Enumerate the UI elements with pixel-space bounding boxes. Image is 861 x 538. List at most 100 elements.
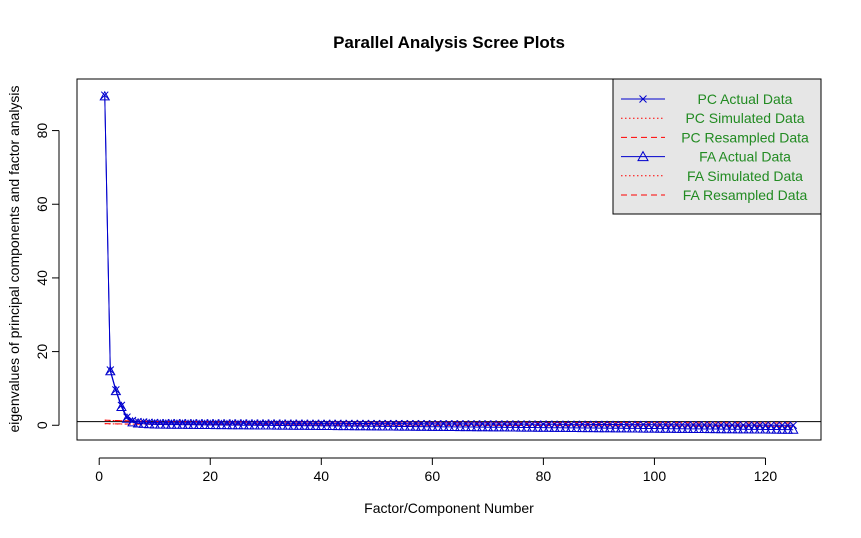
- fa-actual-point: [588, 422, 599, 433]
- fa-actual-point: [671, 423, 682, 433]
- fa-actual-point: [254, 419, 266, 430]
- fa-actual-point: [421, 421, 433, 431]
- fa-actual-point: [499, 421, 510, 432]
- fa-actual-point: [327, 420, 338, 431]
- fa-actual-point: [160, 419, 172, 429]
- fa-actual-point: [249, 419, 261, 430]
- fa-actual-point: [743, 423, 755, 434]
- fa-actual-point: [310, 420, 322, 430]
- fa-actual-point: [260, 419, 272, 430]
- data-marks: [99, 90, 799, 434]
- fa-actual-point: [265, 419, 277, 430]
- legend: PC Actual Data PC Simulated Data PC Resamp…: [612, 78, 822, 215]
- x-axis-label: Factor/Component Number: [364, 500, 534, 516]
- fa-actual-point: [538, 422, 549, 432]
- fa-actual-point: [649, 423, 660, 433]
- fa-actual-point: [227, 419, 238, 430]
- legend-label-5: FA Resampled Data: [683, 187, 808, 203]
- fa-actual-point: [221, 419, 233, 430]
- fa-actual-point: [654, 423, 666, 433]
- fa-actual-point: [521, 421, 533, 432]
- fa-actual-point: [449, 421, 460, 432]
- fa-actual-point: [177, 419, 188, 429]
- fa-actual-point: [238, 419, 249, 430]
- fa-actual-point: [604, 422, 616, 433]
- fa-actual-point: [699, 423, 710, 434]
- fa-actual-point: [665, 423, 677, 433]
- fa-actual-point: [599, 422, 610, 433]
- fa-actual-point: [676, 423, 688, 433]
- fa-actual-point: [637, 422, 649, 433]
- fa-actual-point: [282, 420, 294, 430]
- fa-actual-point: [116, 401, 127, 411]
- y-tick-label: 40: [34, 270, 50, 286]
- fa-actual-point: [787, 424, 799, 434]
- fa-actual-point: [721, 423, 732, 434]
- fa-actual-point: [526, 422, 538, 432]
- fa-actual-point: [193, 419, 205, 429]
- fa-actual-point: [371, 420, 383, 431]
- fa-actual-point: [271, 419, 283, 430]
- fa-actual-point: [332, 420, 344, 431]
- fa-actual-point: [426, 421, 438, 431]
- fa-actual-point: [760, 423, 771, 434]
- fa-actual-point: [321, 420, 333, 430]
- fa-actual-point: [454, 421, 466, 432]
- legend-label-3: FA Actual Data: [699, 149, 791, 165]
- fa-actual-point: [749, 423, 760, 434]
- x-tick-label: 60: [425, 468, 441, 484]
- fa-actual-point: [615, 422, 627, 433]
- fa-actual-point: [582, 422, 594, 433]
- fa-actual-point: [288, 420, 299, 430]
- fa-actual-point: [471, 421, 483, 432]
- fa-actual-point: [465, 421, 477, 432]
- fa-actual-point: [493, 421, 505, 432]
- fa-actual-point: [399, 420, 410, 431]
- y-tick-label: 60: [34, 196, 50, 212]
- fa-actual-point: [354, 420, 366, 431]
- fa-actual-point: [610, 422, 621, 433]
- legend-label-4: FA Simulated Data: [687, 168, 803, 184]
- fa-actual-point: [632, 422, 644, 433]
- fa-actual-point: [404, 421, 416, 431]
- fa-actual-point: [710, 423, 721, 434]
- fa-actual-point: [643, 422, 655, 433]
- fa-actual-point: [166, 419, 177, 429]
- fa-actual-point: [687, 423, 699, 433]
- fa-actual-point: [349, 420, 360, 431]
- x-tick-label: 100: [643, 468, 667, 484]
- x-tick-label: 80: [536, 468, 552, 484]
- legend-triangle-marker: [637, 150, 649, 162]
- fa-actual-point: [154, 418, 166, 429]
- legend-label-2: PC Resampled Data: [681, 129, 809, 145]
- fa-actual-point: [715, 423, 727, 434]
- fa-actual-point: [104, 365, 116, 376]
- fa-actual-point: [138, 418, 149, 428]
- fa-actual-point: [682, 423, 694, 433]
- fa-actual-point: [216, 419, 227, 430]
- fa-actual-point: [771, 424, 782, 434]
- fa-actual-point: [438, 421, 449, 431]
- fa-actual-point: [277, 419, 288, 430]
- legend-box: [612, 78, 822, 215]
- legend-label-0: PC Actual Data: [698, 91, 793, 107]
- fa-actual-point: [621, 422, 633, 433]
- fa-actual-point: [210, 419, 222, 430]
- fa-actual-point: [726, 423, 738, 434]
- fa-actual-point: [543, 422, 555, 432]
- pc-actual-point: [100, 91, 109, 100]
- fa-actual-point: [593, 422, 605, 433]
- fa-actual-point: [488, 421, 499, 432]
- fa-actual-point: [304, 420, 316, 430]
- fa-actual-point: [143, 418, 155, 429]
- fa-actual-point: [776, 424, 788, 434]
- y-tick-label: 80: [34, 123, 50, 139]
- fa-actual-point: [626, 422, 638, 433]
- fa-actual-point: [182, 419, 194, 429]
- fa-actual-point: [360, 420, 372, 431]
- x-tick-label: 120: [754, 468, 778, 484]
- fa-actual-point: [560, 422, 571, 432]
- fa-actual-point: [571, 422, 583, 433]
- fa-actual-point: [149, 418, 161, 429]
